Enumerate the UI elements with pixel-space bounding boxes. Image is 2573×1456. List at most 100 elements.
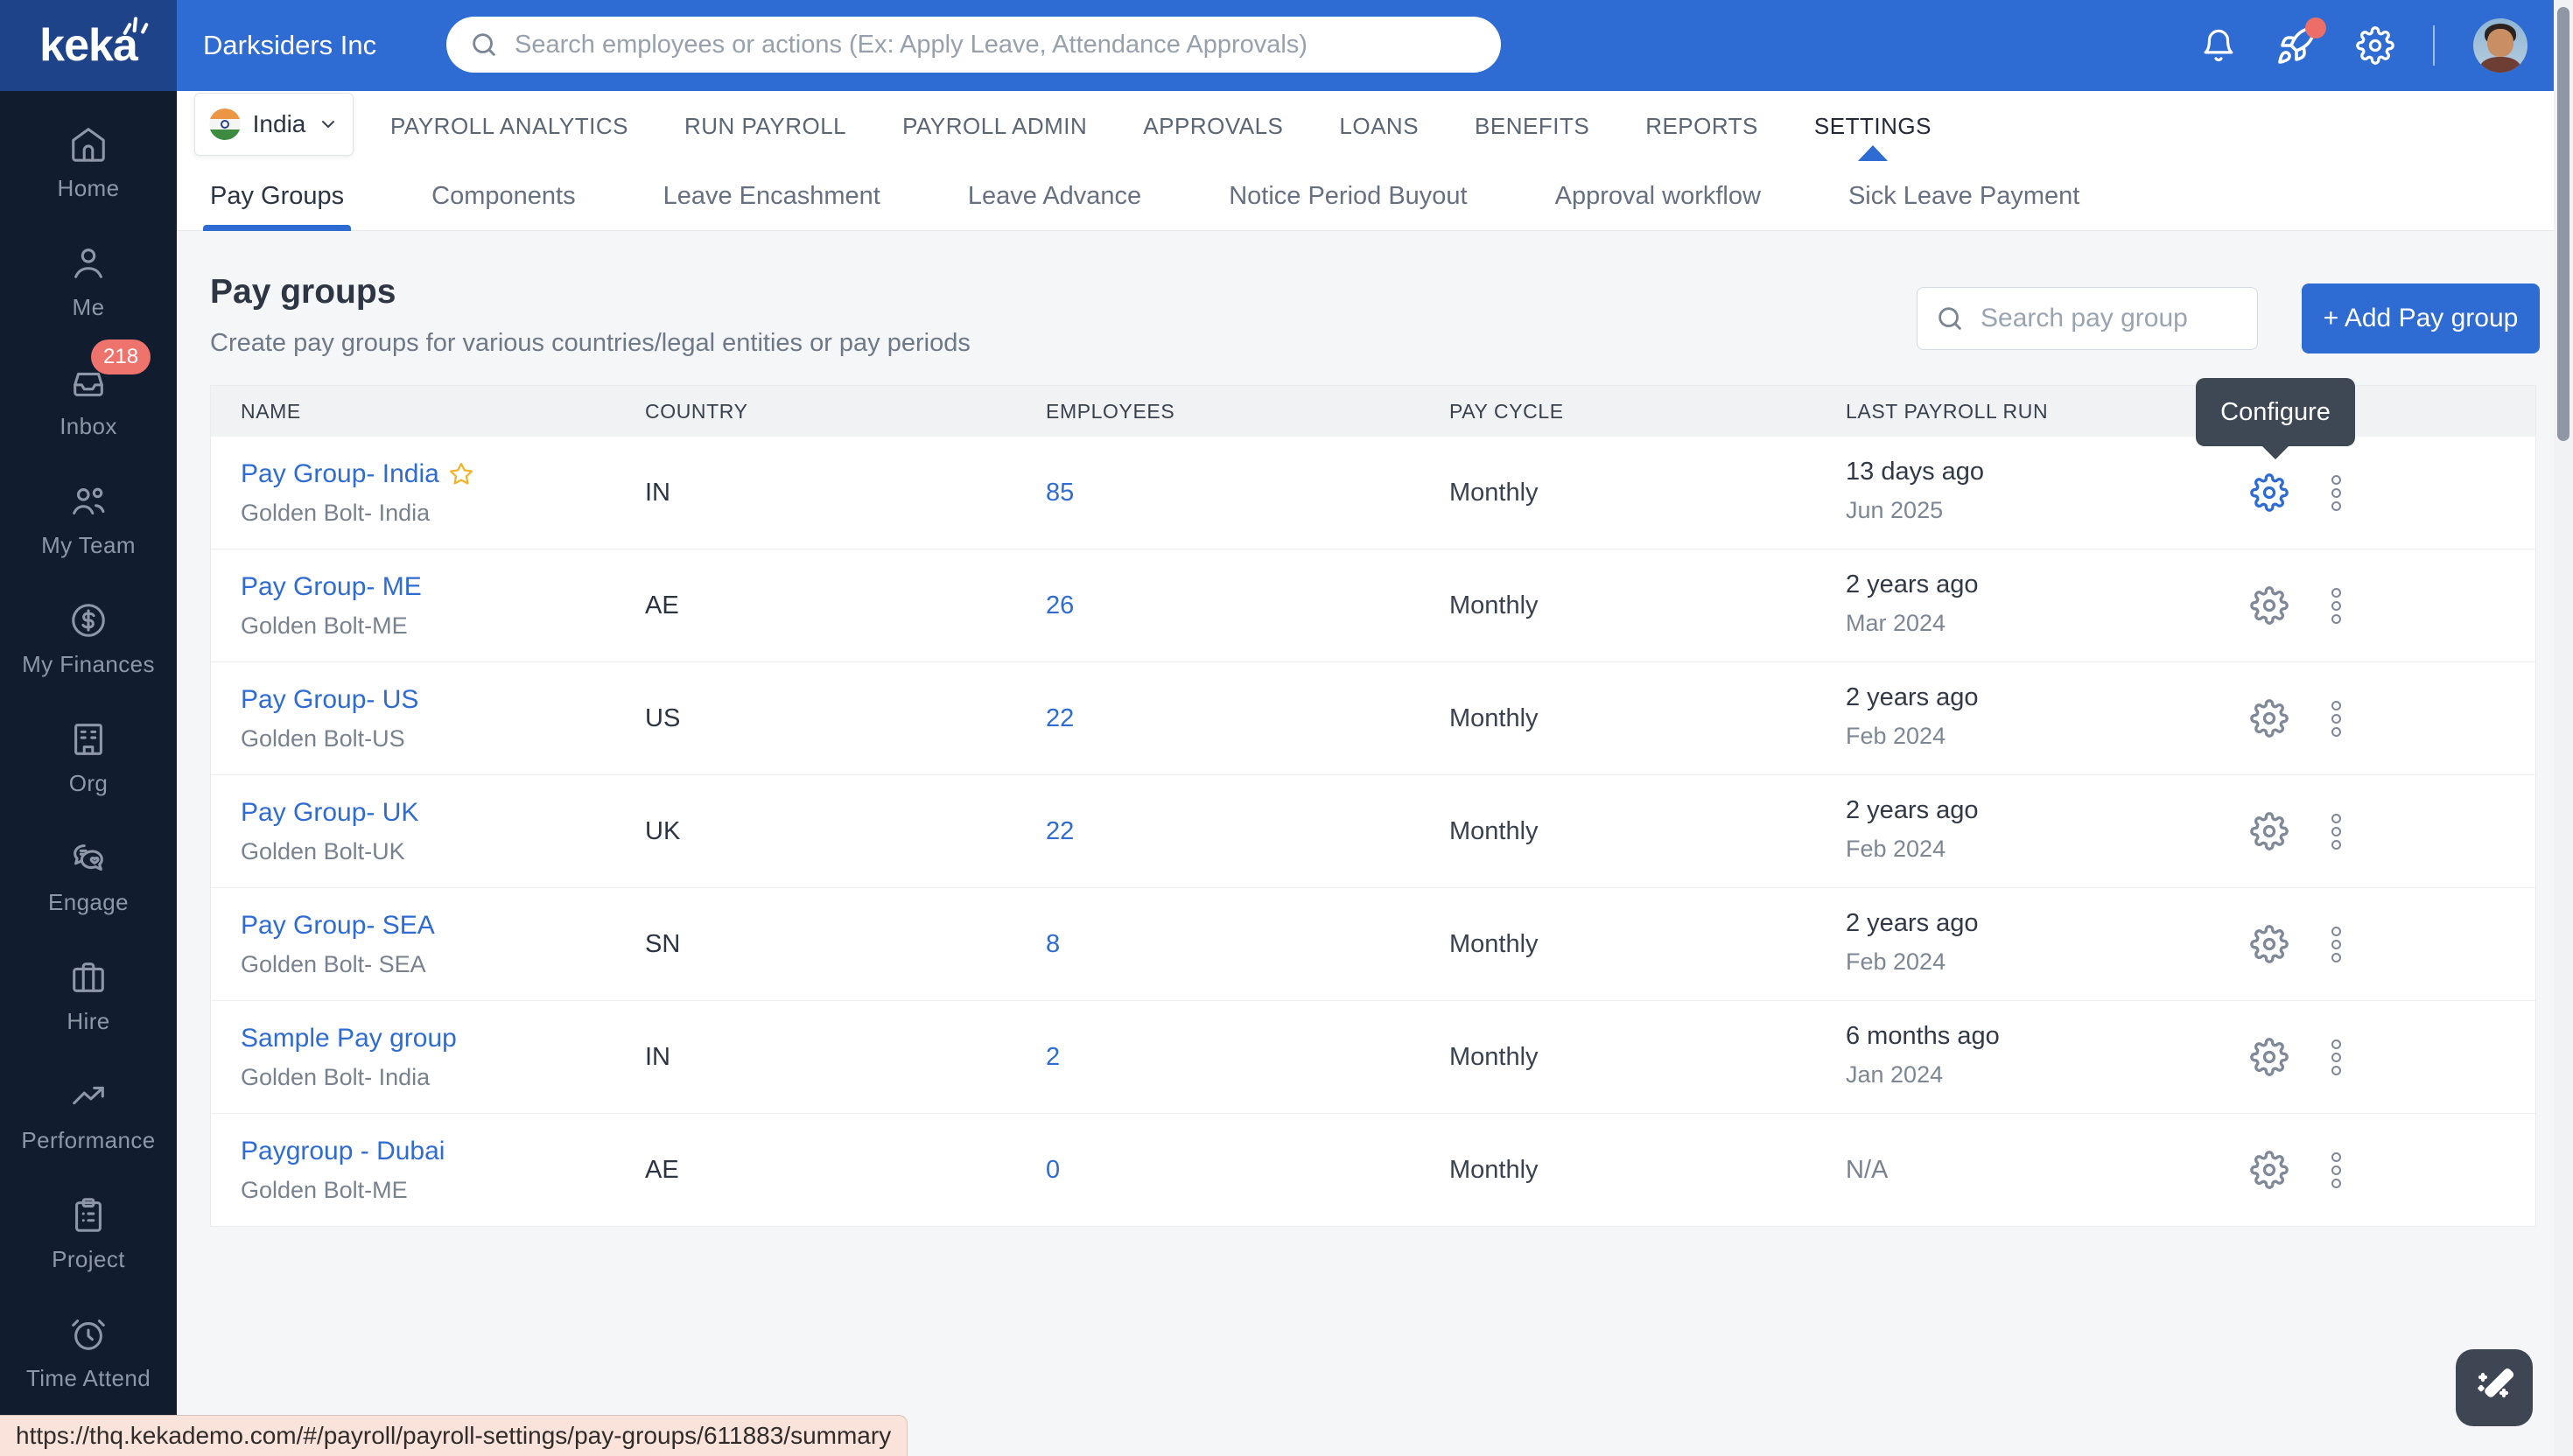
- tab-reports[interactable]: REPORTS: [1645, 112, 1758, 139]
- tab-payroll-admin[interactable]: PAYROLL ADMIN: [902, 112, 1088, 139]
- table-row: Paygroup - Dubai Golden Bolt-ME AE 0 Mon…: [211, 1113, 2535, 1226]
- sidebar-item-project[interactable]: Project: [0, 1174, 177, 1293]
- avatar[interactable]: [2473, 18, 2527, 73]
- sidebar-item-label: Org: [68, 769, 109, 796]
- subtab-sick-leave-payment[interactable]: Sick Leave Payment: [1847, 181, 2080, 210]
- tab-settings[interactable]: SETTINGS: [1814, 91, 1932, 161]
- subtab-components[interactable]: Components: [431, 181, 576, 210]
- pay-group-search[interactable]: [1917, 287, 2320, 350]
- row-menu-kebab-icon[interactable]: [2322, 1145, 2350, 1194]
- subtab-leave-advance[interactable]: Leave Advance: [967, 181, 1142, 210]
- sidebar-item-engage[interactable]: Engage: [0, 817, 177, 936]
- tab-benefits[interactable]: BENEFITS: [1475, 112, 1590, 139]
- tab-loans[interactable]: LOANS: [1339, 112, 1420, 139]
- pay-group-link[interactable]: Pay Group- SEA: [241, 911, 435, 941]
- last-run-date: Jan 2024: [1846, 1061, 1944, 1088]
- pay-group-name: Pay Group- US: [241, 685, 419, 714]
- sidebar-item-hire[interactable]: Hire: [0, 936, 177, 1055]
- employee-count-link[interactable]: 0: [1046, 1155, 1061, 1184]
- pay-group-link[interactable]: Pay Group- US: [241, 685, 418, 715]
- pay-group-link[interactable]: Pay Group- ME: [241, 572, 422, 602]
- row-menu-kebab-icon[interactable]: [2322, 1032, 2350, 1082]
- table-row: Pay Group- India Golden Bolt- India IN 8…: [211, 437, 2535, 549]
- configure-gear-icon[interactable]: [2250, 586, 2289, 625]
- subtab-notice-period-buyout[interactable]: Notice Period Buyout: [1229, 181, 1468, 210]
- pay-group-link[interactable]: Paygroup - Dubai: [241, 1137, 445, 1166]
- tab-approvals[interactable]: APPROVALS: [1143, 112, 1284, 139]
- sidebar-item-me[interactable]: Me: [0, 222, 177, 341]
- pay-group-link[interactable]: Sample Pay group: [241, 1024, 457, 1054]
- company-name: Darksiders Inc: [203, 30, 377, 60]
- configure-gear-icon[interactable]: [2250, 812, 2289, 850]
- add-pay-group-button[interactable]: + Add Pay group: [2302, 284, 2540, 354]
- configure-gear-icon[interactable]: [2250, 699, 2289, 738]
- star-icon[interactable]: [448, 461, 474, 487]
- employee-count-link[interactable]: 26: [1046, 591, 1075, 620]
- clipboard-icon: [68, 1195, 109, 1236]
- inbox-icon: 218: [68, 339, 151, 402]
- tab-payroll-analytics[interactable]: PAYROLL ANALYTICS: [390, 112, 628, 139]
- row-menu-kebab-icon[interactable]: [2322, 807, 2350, 856]
- country-code: AE: [645, 591, 679, 620]
- row-menu-kebab-icon[interactable]: [2322, 581, 2350, 630]
- legal-entity: Golden Bolt-UK: [241, 838, 405, 864]
- column-header-name: NAME: [241, 399, 301, 423]
- pay-cycle: Monthly: [1449, 816, 1539, 845]
- sidebar-item-performance[interactable]: Performance: [0, 1055, 177, 1174]
- subtab-pay-groups[interactable]: Pay Groups: [202, 161, 352, 231]
- last-run-date: Feb 2024: [1846, 836, 1946, 862]
- configure-gear-icon[interactable]: [2250, 473, 2289, 512]
- settings-gear-icon[interactable]: [2356, 26, 2394, 65]
- global-search[interactable]: [446, 17, 1501, 73]
- content-area: Pay groups Create pay groups for various…: [177, 231, 2573, 1456]
- sidebar-item-org[interactable]: Org: [0, 698, 177, 817]
- sidebar-item-my-team[interactable]: My Team: [0, 460, 177, 579]
- bell-icon[interactable]: [2200, 27, 2237, 64]
- last-run-relative: 6 months ago: [1846, 1022, 2000, 1050]
- configure-gear-icon[interactable]: [2250, 925, 2289, 963]
- configure-tooltip: Configure: [2196, 378, 2355, 446]
- row-menu-kebab-icon[interactable]: [2322, 694, 2350, 743]
- pay-group-link[interactable]: Pay Group- India: [241, 459, 474, 489]
- column-header-employees: EMPLOYEES: [1046, 399, 1175, 423]
- global-search-input[interactable]: [513, 29, 1478, 60]
- keka-logo-text: keka: [39, 20, 138, 71]
- magic-wand-fab[interactable]: [2456, 1349, 2533, 1426]
- rocket-icon[interactable]: [2275, 18, 2326, 66]
- topbar-actions: [2200, 0, 2527, 91]
- keka-spark-icon: [121, 14, 151, 40]
- country-selector[interactable]: India: [194, 93, 354, 156]
- pay-group-search-input[interactable]: [1979, 303, 2320, 334]
- pay-cycle: Monthly: [1449, 1042, 1539, 1071]
- configure-gear-icon[interactable]: [2250, 1038, 2289, 1076]
- keka-logo[interactable]: keka: [0, 0, 177, 91]
- employee-count-link[interactable]: 85: [1046, 478, 1075, 507]
- employee-count-link[interactable]: 8: [1046, 929, 1061, 958]
- column-header-country: COUNTRY: [645, 399, 748, 423]
- subtab-approval-workflow[interactable]: Approval workflow: [1554, 181, 1761, 210]
- row-menu-kebab-icon[interactable]: [2322, 920, 2350, 969]
- employee-count-link[interactable]: 22: [1046, 704, 1075, 732]
- last-run-date: Feb 2024: [1846, 723, 1946, 749]
- scrollbar-thumb[interactable]: [2557, 7, 2569, 441]
- configure-gear-icon[interactable]: [2250, 1151, 2289, 1189]
- employee-count-link[interactable]: 22: [1046, 816, 1075, 845]
- wand-sparkles-icon: [2473, 1367, 2515, 1409]
- pay-group-link[interactable]: Pay Group- UK: [241, 798, 418, 828]
- subtab-leave-encashment[interactable]: Leave Encashment: [663, 181, 880, 210]
- row-menu-kebab-icon[interactable]: [2322, 468, 2350, 517]
- sidebar-item-inbox[interactable]: 218 Inbox: [0, 339, 177, 460]
- column-header-pay-cycle: PAY CYCLE: [1449, 399, 1564, 423]
- tab-run-payroll[interactable]: RUN PAYROLL: [684, 112, 847, 139]
- last-run-relative: 2 years ago: [1846, 796, 1979, 824]
- employee-count-link[interactable]: 2: [1046, 1042, 1061, 1071]
- page-title: Pay groups: [210, 273, 396, 311]
- sidebar-item-label: Me: [72, 293, 105, 320]
- home-icon: [68, 124, 109, 164]
- sidebar-item-home[interactable]: Home: [0, 103, 177, 222]
- sidebar-item-my-finances[interactable]: My Finances: [0, 579, 177, 698]
- chevron-down-icon: [318, 114, 339, 135]
- sidebar-item-time-attend[interactable]: Time Attend: [0, 1293, 177, 1412]
- table-row: Pay Group- UK Golden Bolt-UK UK 22 Month…: [211, 774, 2535, 887]
